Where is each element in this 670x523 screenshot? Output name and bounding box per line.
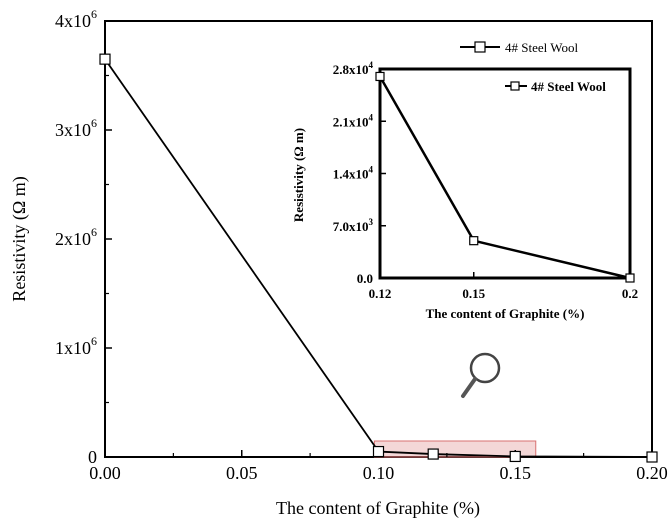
inset-legend-marker xyxy=(510,81,520,91)
inset-legend: 4# Steel Wool xyxy=(505,79,606,94)
inset-y-axis-title: Resistivity (Ω m) xyxy=(291,128,306,222)
main-y-tick-exponent: 6 xyxy=(91,116,97,130)
inset-x-tick-label: 0.2 xyxy=(622,286,638,301)
inset-y-tick-mantissa: 0.0 xyxy=(357,271,373,286)
inset-series-point xyxy=(469,236,479,246)
main-series-group xyxy=(99,53,658,463)
main-y-tick-label: 3x106 xyxy=(55,116,97,140)
inset-y-tick-mantissa: 7.0x10 xyxy=(333,219,369,234)
inset-series-point xyxy=(625,273,635,283)
inset-y-tick-label: 2.1x104 xyxy=(333,112,374,129)
inset-y-tick-label: 0.0 xyxy=(357,271,373,286)
main-y-tick-label: 2x106 xyxy=(55,225,97,249)
main-series-point xyxy=(427,448,439,460)
main-series-point xyxy=(372,445,385,458)
magnifier-icon xyxy=(461,352,501,398)
main-y-tick-mantissa: 2x10 xyxy=(55,229,91,249)
main-y-tick-label: 0 xyxy=(88,447,97,467)
main-axis-ticks: 0.00 0.05 0.10 0.15 0.2001x1062x1063x1064x10… xyxy=(55,7,668,483)
inset-x-tick-label: 0.15 xyxy=(462,286,485,301)
inset-y-tick-label: 1.4x104 xyxy=(333,165,374,182)
main-y-tick-exponent: 6 xyxy=(91,334,97,348)
inset-y-tick-mantissa: 2.1x10 xyxy=(333,114,369,129)
inset-axis-ticks: 0.12 0.15 0.20.07.0x1031.4x1042.1x1042.8x1… xyxy=(333,60,638,301)
main-x-tick-label: 0.00 xyxy=(89,463,121,483)
inset-x-tick-label: 0.12 xyxy=(369,286,392,301)
main-y-tick-mantissa: 4x10 xyxy=(55,11,91,31)
inset-series-point xyxy=(375,71,385,82)
inset-legend-label: 4# Steel Wool xyxy=(531,79,606,94)
inset-y-tick-mantissa: 1.4x10 xyxy=(333,167,369,182)
main-y-tick-label: 4x106 xyxy=(55,7,97,31)
main-series-point xyxy=(509,450,521,463)
main-x-tick-label: 0.20 xyxy=(636,463,668,483)
main-y-tick-mantissa: 0 xyxy=(88,447,97,467)
magnifier-lens xyxy=(469,352,501,384)
main-legend-marker xyxy=(474,41,486,53)
inset-series-group xyxy=(375,71,635,283)
inset-y-tick-mantissa: 2.8x10 xyxy=(333,62,369,77)
inset-plot-frame xyxy=(378,67,632,280)
inset-y-tick-exponent: 3 xyxy=(369,217,374,227)
main-legend-label: 4# Steel Wool xyxy=(505,40,578,55)
inset-y-tick-label: 2.8x104 xyxy=(333,60,374,77)
magnifier-handle xyxy=(461,377,477,398)
main-y-tick-mantissa: 3x10 xyxy=(55,120,91,140)
main-series-point xyxy=(99,53,111,65)
main-y-tick-exponent: 6 xyxy=(91,225,97,239)
main-x-tick-label: 0.05 xyxy=(226,463,258,483)
inset-y-tick-exponent: 4 xyxy=(369,112,374,122)
inset-x-axis-title: The content of Graphite (%) xyxy=(426,306,585,321)
main-x-tick-label: 0.10 xyxy=(363,463,395,483)
main-y-axis-title: Resistivity (Ω m) xyxy=(9,176,30,301)
inset-y-tick-exponent: 4 xyxy=(369,165,374,175)
main-series-point xyxy=(646,451,658,463)
inset-y-tick-exponent: 4 xyxy=(369,60,374,70)
main-x-axis-title: The content of Graphite (%) xyxy=(276,498,480,519)
main-y-tick-label: 1x106 xyxy=(55,334,97,358)
main-legend: 4# Steel Wool xyxy=(460,40,578,55)
main-x-tick-label: 0.15 xyxy=(500,463,532,483)
main-y-tick-exponent: 6 xyxy=(91,7,97,21)
main-y-tick-mantissa: 1x10 xyxy=(55,338,91,358)
inset-y-tick-label: 7.0x103 xyxy=(333,217,374,234)
